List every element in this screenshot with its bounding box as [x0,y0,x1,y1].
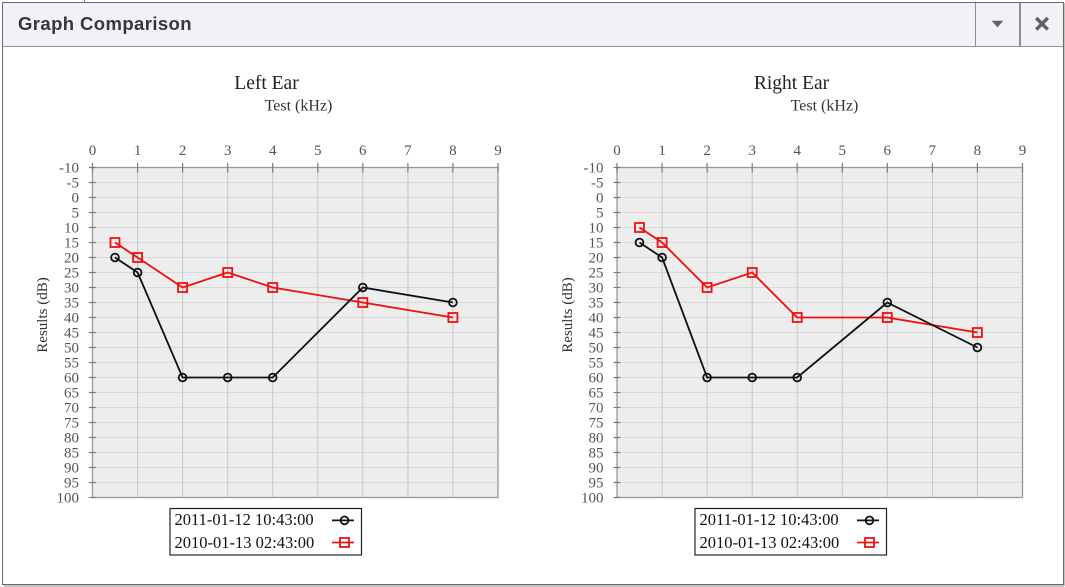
svg-text:65: 65 [589,386,604,402]
svg-text:55: 55 [64,356,79,372]
svg-text:2: 2 [703,143,711,159]
svg-text:4: 4 [269,143,277,159]
svg-text:30: 30 [589,281,604,297]
svg-text:5: 5 [72,206,80,222]
svg-text:-10: -10 [584,161,604,177]
svg-text:3: 3 [224,143,232,159]
svg-text:40: 40 [64,311,79,327]
svg-text:1: 1 [134,143,142,159]
svg-text:5: 5 [839,143,847,159]
svg-text:95: 95 [64,476,79,492]
svg-text:-5: -5 [67,176,80,192]
svg-text:100: 100 [57,491,80,507]
svg-text:45: 45 [64,326,79,342]
svg-text:6: 6 [884,143,892,159]
svg-text:45: 45 [589,326,604,342]
svg-text:5: 5 [596,206,604,222]
svg-text:20: 20 [64,251,79,267]
svg-text:10: 10 [589,221,604,237]
svg-text:7: 7 [404,143,412,159]
svg-text:70: 70 [589,401,604,417]
svg-text:100: 100 [581,491,604,507]
svg-text:95: 95 [589,476,604,492]
svg-text:2011-01-12 10:43:00: 2011-01-12 10:43:00 [700,510,839,529]
svg-text:Test (kHz): Test (kHz) [265,98,333,115]
svg-text:90: 90 [589,461,604,477]
svg-text:5: 5 [314,143,322,159]
svg-text:7: 7 [929,143,937,159]
svg-text:15: 15 [64,236,79,252]
svg-text:70: 70 [64,401,79,417]
svg-text:9: 9 [494,143,502,159]
svg-text:15: 15 [589,236,604,252]
svg-text:2010-01-13 02:43:00: 2010-01-13 02:43:00 [175,533,315,552]
svg-text:3: 3 [748,143,756,159]
svg-text:8: 8 [974,143,982,159]
svg-text:6: 6 [359,143,367,159]
svg-text:80: 80 [589,431,604,447]
svg-text:-10: -10 [59,161,79,177]
svg-text:20: 20 [589,251,604,267]
svg-text:2010-01-13 02:43:00: 2010-01-13 02:43:00 [700,533,840,552]
svg-text:85: 85 [589,446,604,462]
svg-text:40: 40 [589,311,604,327]
svg-text:Right Ear: Right Ear [754,73,830,94]
svg-text:-5: -5 [591,176,604,192]
svg-text:30: 30 [64,281,79,297]
svg-text:10: 10 [64,221,79,237]
svg-text:50: 50 [64,341,79,357]
svg-text:55: 55 [589,356,604,372]
svg-text:Results (dB): Results (dB) [35,277,51,352]
svg-text:0: 0 [596,191,604,207]
svg-text:80: 80 [64,431,79,447]
svg-text:35: 35 [589,296,604,312]
svg-text:85: 85 [64,446,79,462]
svg-text:8: 8 [449,143,457,159]
svg-text:60: 60 [589,371,604,387]
svg-text:0: 0 [72,191,80,207]
svg-text:75: 75 [589,416,604,432]
svg-text:0: 0 [613,143,621,159]
svg-text:90: 90 [64,461,79,477]
svg-text:50: 50 [589,341,604,357]
svg-text:0: 0 [89,143,97,159]
svg-text:65: 65 [64,386,79,402]
svg-text:25: 25 [589,266,604,282]
svg-text:60: 60 [64,371,79,387]
svg-text:Left Ear: Left Ear [234,73,299,94]
svg-text:2011-01-12 10:43:00: 2011-01-12 10:43:00 [175,510,314,529]
svg-text:9: 9 [1019,143,1027,159]
svg-text:4: 4 [793,143,801,159]
svg-text:1: 1 [658,143,666,159]
svg-text:35: 35 [64,296,79,312]
svg-text:2: 2 [179,143,187,159]
svg-text:75: 75 [64,416,79,432]
svg-text:25: 25 [64,266,79,282]
svg-text:Results (dB): Results (dB) [560,277,576,352]
svg-text:Test (kHz): Test (kHz) [791,98,859,115]
